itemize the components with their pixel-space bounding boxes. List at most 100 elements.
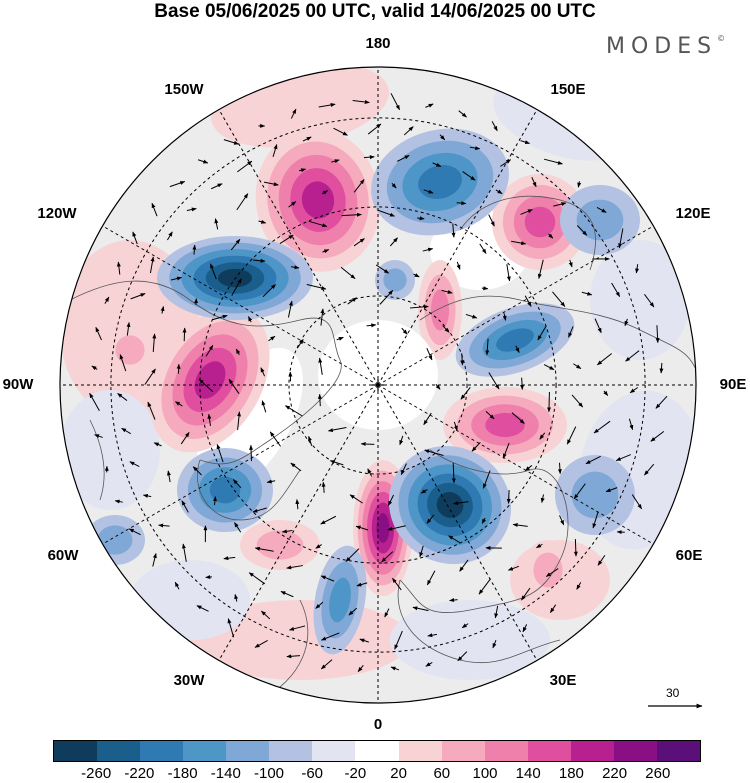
arrow-icon (618, 228, 624, 249)
arrow-icon (511, 240, 527, 246)
colorbar-swatch (656, 741, 700, 761)
arrow-icon (448, 535, 461, 544)
anomaly-contour (194, 361, 226, 399)
arrow-icon (280, 591, 294, 598)
arrow-icon (462, 171, 476, 181)
arrow-icon (341, 212, 362, 217)
arrow-icon (456, 261, 461, 270)
anomaly-contour (318, 320, 438, 430)
arrow-icon (412, 606, 429, 612)
arrow-icon (478, 578, 491, 595)
arrow-icon (511, 412, 525, 424)
colorbar-tick-label: -260 (81, 765, 112, 782)
arrow-icon (353, 238, 365, 247)
arrow-icon (631, 494, 643, 510)
meridian-line (377, 109, 538, 386)
vector-reference-label: 30 (666, 686, 680, 700)
arrow-icon (485, 410, 495, 420)
arrow-icon (285, 405, 303, 417)
colorbar-swatch (97, 741, 141, 761)
arrow-icon (166, 470, 171, 483)
arrow-icon (451, 463, 456, 484)
arrow-icon (317, 393, 322, 407)
wind-vectors (89, 93, 668, 673)
arrow-icon (363, 155, 375, 160)
arrow-icon (261, 610, 271, 620)
arrow-icon (387, 494, 394, 506)
map-border (59, 66, 697, 704)
arrow-icon (422, 247, 434, 252)
arrow-icon (557, 462, 562, 475)
arrow-icon (360, 442, 375, 447)
arrow-icon (268, 335, 276, 342)
arrow-icon (321, 190, 329, 195)
arrow-icon (214, 218, 219, 230)
modes-logo: MODES© (606, 34, 725, 59)
arrow-icon (212, 496, 217, 506)
arrow-icon (132, 231, 138, 245)
arrow-icon (288, 625, 306, 631)
brand-text: MODES (606, 34, 718, 59)
latitude-circle (288, 295, 468, 475)
arrow-icon (249, 444, 254, 462)
arrow-icon (181, 500, 189, 513)
arrow-icon (426, 347, 433, 361)
arrow-icon (269, 431, 281, 447)
arrow-icon (196, 605, 209, 612)
arrow-icon (237, 160, 253, 173)
arrow-icon (593, 420, 611, 434)
anomaly-blobs (60, 67, 696, 680)
anomaly-contour (436, 492, 464, 518)
arrow-icon (603, 390, 609, 396)
arrow-icon (512, 523, 528, 528)
arrow-icon (482, 470, 491, 489)
arrow-icon (424, 449, 444, 456)
arrow-icon (442, 325, 450, 333)
latitude-circle (199, 206, 557, 564)
arrow-icon (117, 393, 128, 401)
arrow-icon (524, 465, 533, 472)
arrow-icon (174, 581, 180, 590)
arrow-icon (181, 543, 187, 562)
arrow-icon (552, 291, 566, 307)
lon-label-30w: 30W (173, 672, 205, 689)
arrow-icon (320, 632, 340, 641)
arrow-icon (114, 499, 123, 504)
arrow-icon (650, 430, 665, 442)
arrow-icon (302, 136, 312, 142)
arrow-icon (198, 378, 214, 393)
arrow-icon (355, 525, 369, 531)
arrow-icon (547, 391, 552, 413)
arrow-icon (216, 443, 224, 463)
arrow-icon (543, 158, 563, 165)
lon-label-150w: 150W (164, 81, 204, 98)
arrow-icon (488, 214, 495, 227)
arrow-icon (119, 354, 127, 372)
colorbar-tick-label: 100 (472, 765, 498, 782)
arrow-icon (379, 290, 394, 305)
arrow-icon (435, 383, 441, 390)
colorbar-tick-label: -100 (253, 765, 285, 782)
arrow-icon (352, 99, 370, 104)
arrow-icon (413, 273, 420, 278)
arrow-icon (515, 345, 520, 353)
arrow-icon (387, 525, 406, 531)
arrow-icon (576, 225, 588, 236)
anomaly-contour (376, 513, 390, 543)
arrow-icon (453, 421, 458, 432)
arrow-icon (290, 108, 297, 119)
arrow-icon (492, 639, 497, 649)
arrow-icon (234, 522, 242, 533)
arrow-icon (205, 575, 212, 580)
arrow-icon (197, 159, 209, 164)
arrow-icon (266, 479, 276, 484)
arrow-icon (592, 511, 599, 529)
arrow-icon (192, 244, 197, 255)
arrow-icon (577, 181, 582, 188)
colorbar-tick-label: -20 (344, 765, 367, 782)
arrow-icon (506, 489, 511, 504)
anomaly-contour (576, 199, 624, 241)
arrow-icon (182, 327, 187, 342)
colorbar-swatch (441, 741, 485, 761)
arrow-icon (158, 523, 170, 528)
